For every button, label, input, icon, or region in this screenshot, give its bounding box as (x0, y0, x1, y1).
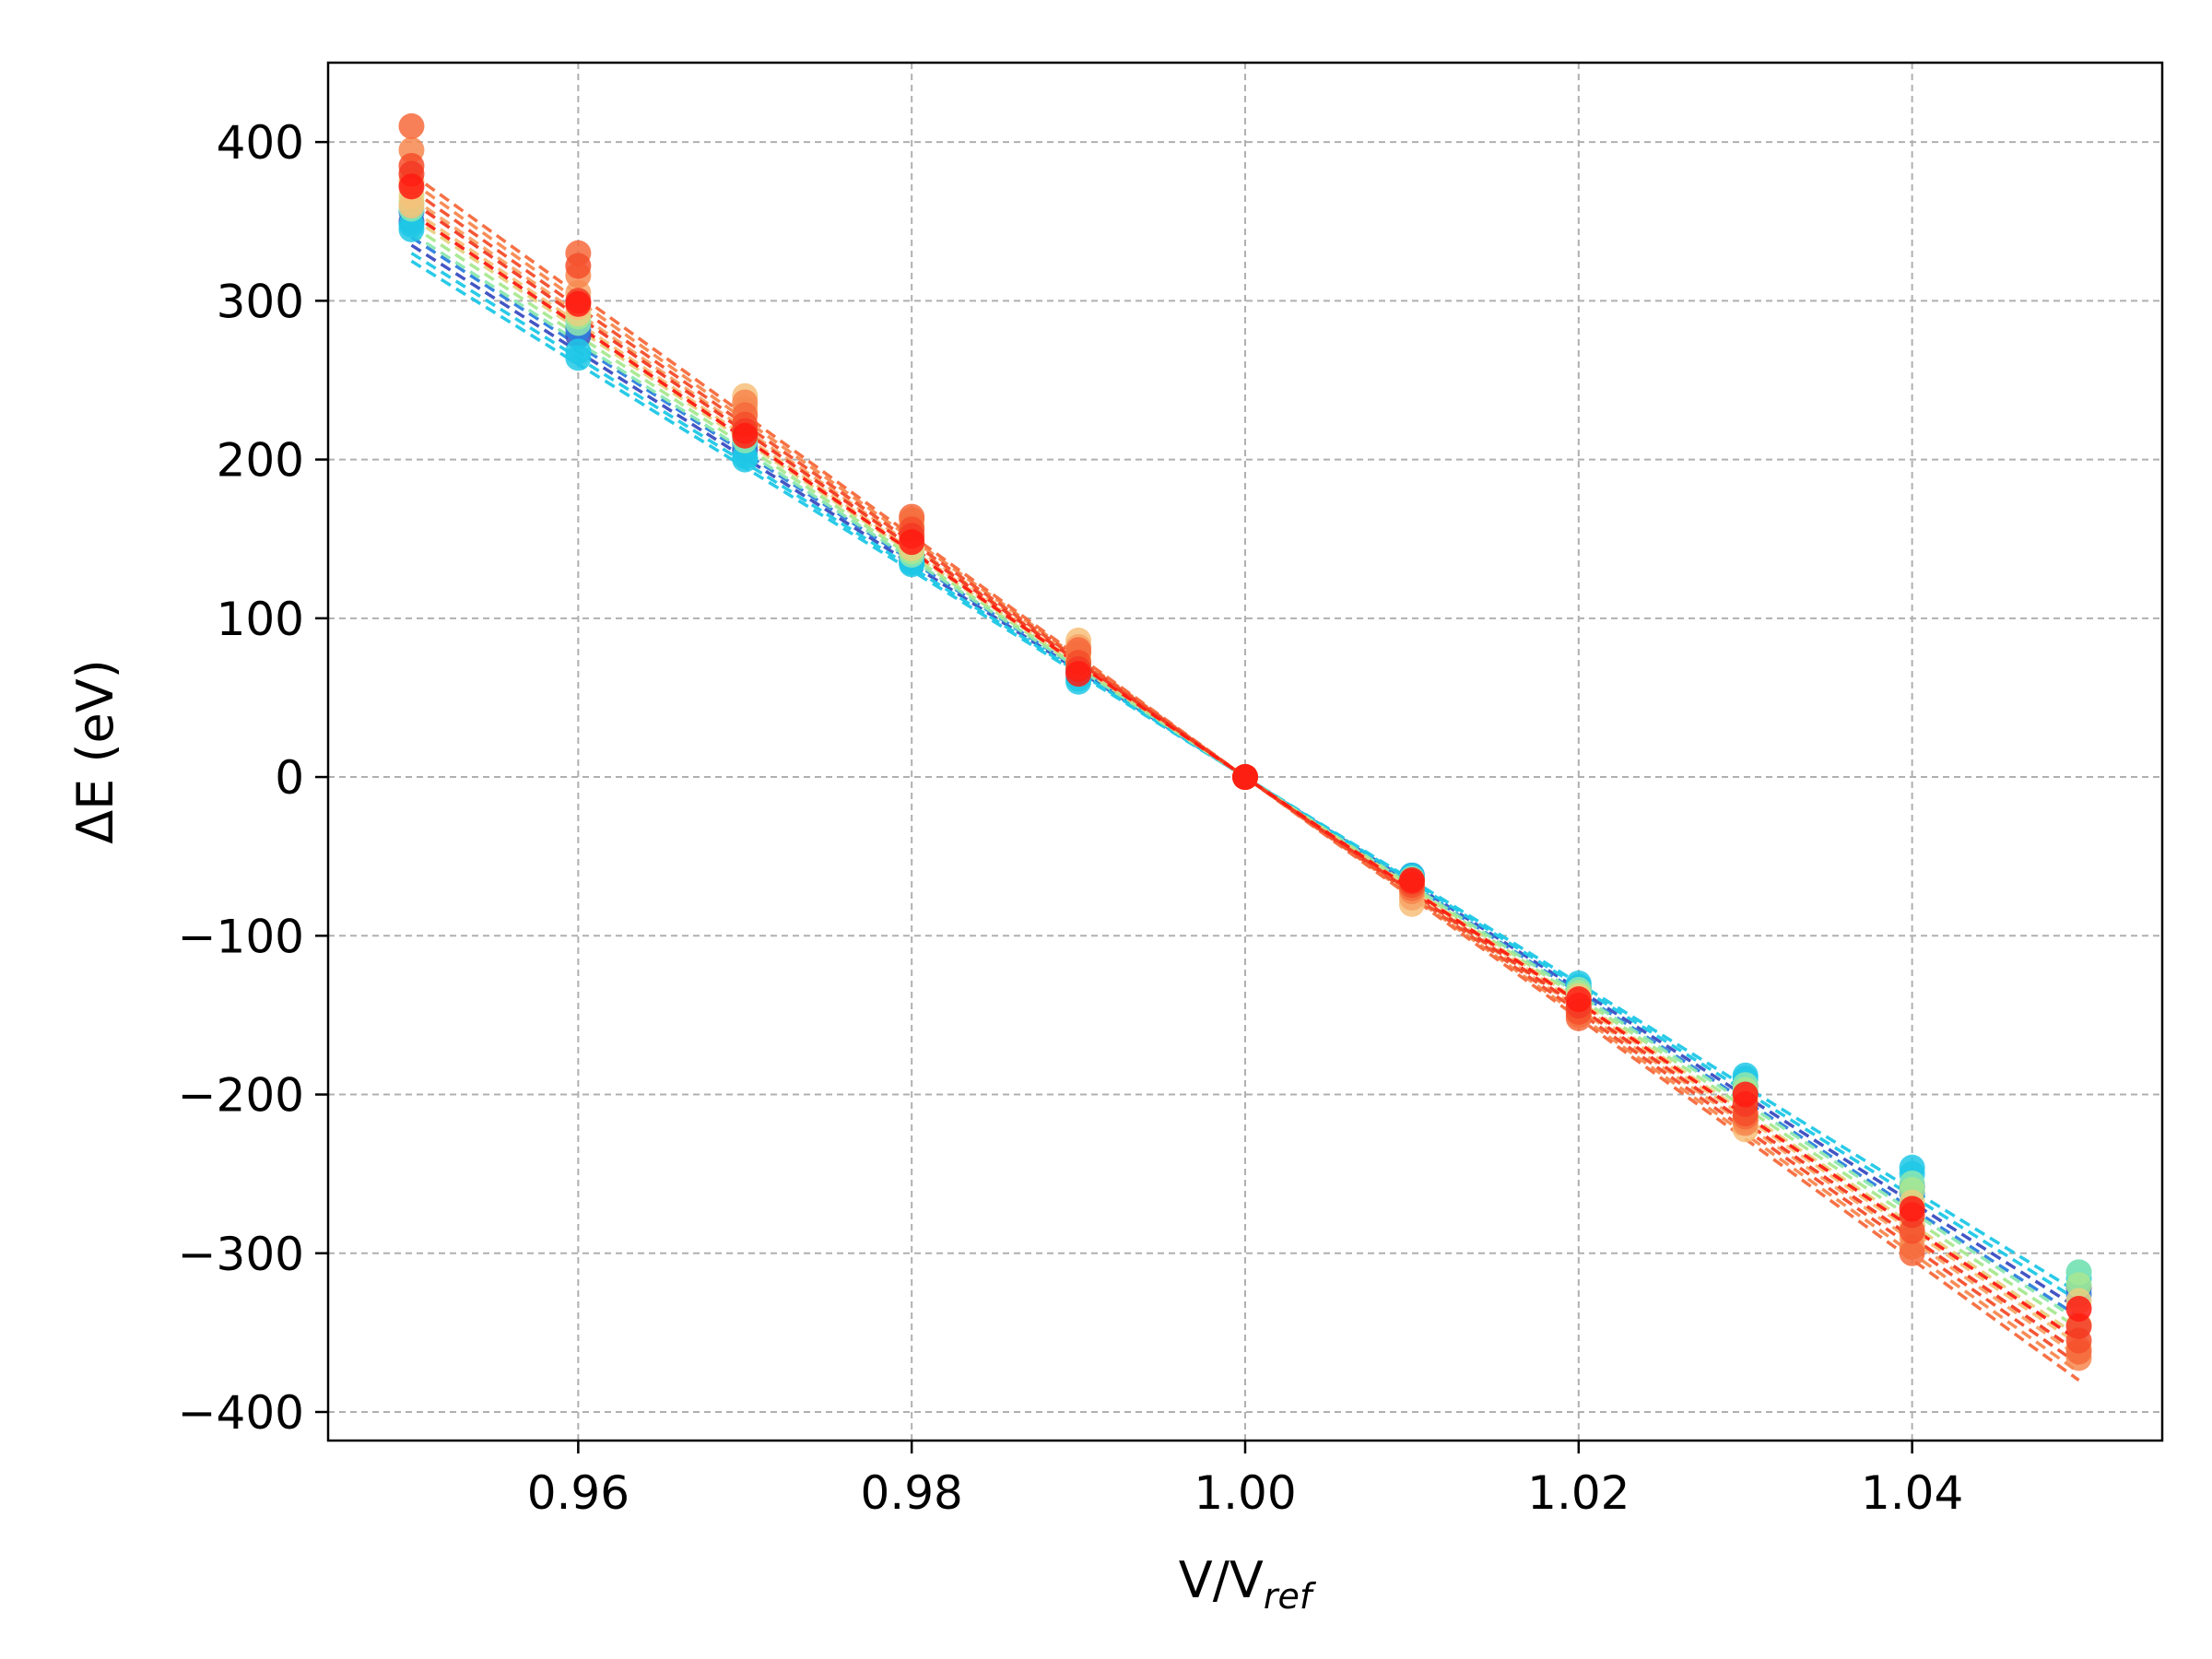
y-tick-label: 0 (275, 751, 304, 805)
x-axis-label-main: V/V (1179, 1551, 1264, 1609)
data-point (1565, 986, 1592, 1013)
data-point (565, 253, 592, 279)
fit-line (410, 172, 2080, 1382)
y-tick-label: −100 (178, 910, 304, 963)
data-point (732, 422, 759, 449)
y-tick-label: −300 (178, 1228, 304, 1281)
data-point (398, 112, 425, 139)
data-point (2065, 1296, 2092, 1323)
data-point (1732, 1081, 1759, 1108)
fit-line (410, 200, 2080, 1354)
data-point (398, 173, 425, 200)
data-point (899, 529, 925, 556)
data-point (1398, 867, 1425, 894)
y-tick-label: −400 (178, 1386, 304, 1440)
data-point (1899, 1240, 1925, 1266)
y-tick-label: 200 (217, 434, 304, 488)
x-tick-label: 1.00 (1194, 1466, 1296, 1520)
y-axis-label: ΔE (eV) (66, 659, 124, 844)
axis-ticks: 0.96 0.98 1.00 1.02 1.04 −400 −300 −200 −100 0 100… (178, 116, 1964, 1520)
y-tick-label: 400 (217, 116, 304, 170)
data-point (565, 290, 592, 317)
grid (328, 63, 2162, 1441)
x-tick-label: 1.02 (1527, 1466, 1630, 1520)
data-point (398, 193, 425, 219)
y-tick-label: −200 (178, 1069, 304, 1123)
fit-line (410, 235, 2080, 1319)
fit-line (410, 195, 2080, 1359)
plot-area (398, 112, 2092, 1382)
data-point (1232, 764, 1258, 791)
data-point (1065, 661, 1092, 688)
x-axis-label: V/Vref (1179, 1551, 1317, 1617)
fit-line (410, 259, 2080, 1295)
y-tick-label: 100 (217, 593, 304, 646)
x-tick-label: 1.04 (1861, 1466, 1963, 1520)
x-axis-label-subscript: ref (1264, 1576, 1317, 1617)
y-tick-label: 300 (217, 275, 304, 328)
data-point (565, 338, 592, 365)
x-tick-label: 0.98 (861, 1466, 963, 1520)
x-tick-label: 0.96 (527, 1466, 629, 1520)
data-point (1899, 1195, 1925, 1222)
